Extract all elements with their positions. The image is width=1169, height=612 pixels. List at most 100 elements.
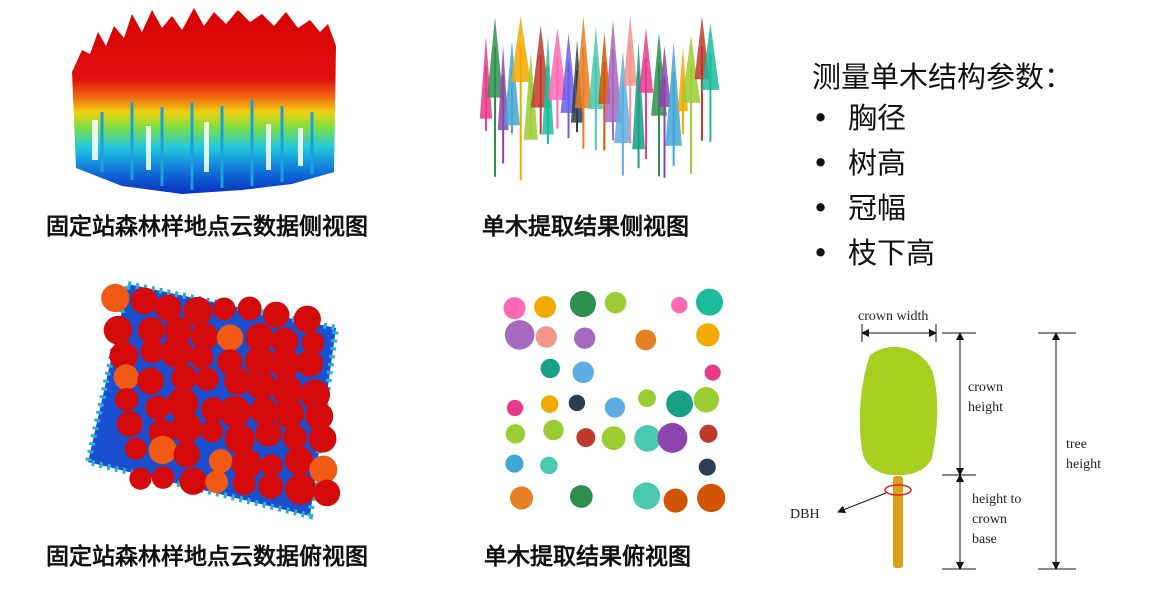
cloud-crown-blob bbox=[190, 322, 219, 351]
cloud-crown-blob bbox=[171, 412, 202, 444]
tree-height-label: height bbox=[1066, 457, 1101, 472]
cloud-crown-blob bbox=[145, 395, 171, 421]
extracted-crown-blob bbox=[704, 364, 721, 381]
cloud-crown-blob bbox=[124, 437, 147, 460]
extracted-crown-blob bbox=[569, 485, 593, 508]
cloud-crown-blob bbox=[171, 364, 198, 391]
extracted-crown-blob bbox=[604, 291, 627, 314]
tree-height-label: tree bbox=[1066, 437, 1087, 452]
cloud-crown-blob bbox=[151, 466, 175, 489]
cloud-crown-blob bbox=[200, 397, 226, 423]
tree-structure-diagram: crown width DBH crown height height to c… bbox=[790, 309, 1101, 570]
cloud-crown-blob bbox=[166, 387, 199, 419]
caption-side-view-point-cloud: 固定站森林样地点云数据侧视图 bbox=[46, 214, 368, 240]
extracted-crown-blob bbox=[638, 389, 656, 408]
extracted-tree-crown bbox=[542, 35, 554, 135]
extracted-crown-blob bbox=[604, 397, 626, 418]
extracted-tree-crown bbox=[701, 23, 720, 91]
extracted-crown-blob bbox=[534, 296, 557, 318]
params-title: 测量单木结构参数： bbox=[812, 60, 1074, 94]
extracted-crown-blob bbox=[699, 424, 718, 443]
params-list: • 胸径 • 树高 • 冠幅 • 枝下高 bbox=[812, 96, 935, 276]
extracted-crown-blob bbox=[506, 399, 524, 417]
extracted-crown-blob bbox=[510, 486, 534, 510]
cloud-crown-blob bbox=[154, 294, 182, 322]
cloud-crown-blob bbox=[237, 296, 262, 321]
extracted-crown-blob bbox=[540, 395, 559, 413]
cloud-crown-blob bbox=[249, 396, 278, 425]
cloud-crown-blob bbox=[309, 455, 338, 484]
extracted-crown-blob bbox=[572, 361, 594, 384]
caption-top-view-point-cloud: 固定站森林样地点云数据俯视图 bbox=[46, 544, 368, 570]
extracted-crown-blob bbox=[573, 327, 596, 349]
extracted-crown-blob bbox=[697, 483, 726, 513]
extracted-crown-blob bbox=[540, 358, 560, 379]
extracted-crown-blob bbox=[666, 390, 693, 418]
cloud-crown-blob bbox=[137, 367, 164, 395]
cloud-crown-blob bbox=[101, 283, 130, 313]
extracted-crown-blob bbox=[671, 296, 688, 314]
cloud-crown-blob bbox=[116, 411, 143, 438]
cloud-crown-blob bbox=[200, 419, 224, 443]
extracted-tree-crown bbox=[658, 45, 671, 107]
cloud-crown-blob bbox=[300, 379, 331, 410]
cloud-crown-blob bbox=[129, 467, 152, 490]
extracted-crown-blob bbox=[535, 326, 557, 348]
cloud-crown-blob bbox=[301, 331, 325, 355]
param-label: 枝下高 bbox=[848, 236, 936, 270]
tree-trunk bbox=[893, 476, 903, 568]
cloud-crown-blob bbox=[208, 449, 233, 473]
dbh-ring bbox=[884, 484, 912, 496]
extracted-tree-crown bbox=[632, 41, 645, 150]
cloud-crown-blob bbox=[285, 473, 317, 505]
extracted-tree-crown bbox=[604, 19, 622, 123]
cloud-crown-blob bbox=[260, 454, 283, 477]
side-view-point-cloud bbox=[72, 8, 336, 194]
cloud-crown-blob bbox=[130, 287, 158, 315]
cloud-crown-blob bbox=[179, 467, 207, 495]
cloud-crown-blob bbox=[219, 395, 251, 428]
extracted-crown-blob bbox=[543, 419, 564, 441]
cloud-crown-blob bbox=[313, 479, 341, 507]
cloud-crown-blob bbox=[109, 341, 139, 371]
extracted-crown-blob bbox=[505, 424, 526, 444]
cloud-crown-blob bbox=[212, 297, 236, 321]
extracted-tree-crown bbox=[665, 42, 682, 146]
caption-top-view-trees: 单木提取结果俯视图 bbox=[484, 544, 691, 570]
extracted-tree-crown bbox=[560, 32, 577, 113]
param-item: • 树高 bbox=[812, 146, 907, 180]
cloud-crown-blob bbox=[282, 425, 308, 450]
cloud-crown-blob bbox=[115, 388, 139, 412]
dbh-label: DBH bbox=[790, 507, 820, 522]
cloud-crown-blob bbox=[273, 397, 305, 429]
extracted-tree-crown bbox=[510, 16, 531, 83]
extracted-crown-blob bbox=[576, 428, 596, 448]
height-to-crown-base-label: crown bbox=[972, 512, 1007, 527]
extracted-tree-crown bbox=[487, 17, 503, 98]
cloud-crown-blob bbox=[216, 324, 244, 351]
extracted-crown-blob bbox=[505, 454, 524, 473]
cloud-crown-blob bbox=[231, 448, 262, 480]
crown-width-label: crown width bbox=[858, 309, 928, 324]
cloud-crown-blob bbox=[269, 347, 301, 379]
extracted-crown-blob bbox=[696, 323, 720, 347]
caption-side-view-trees: 单木提取结果侧视图 bbox=[482, 214, 689, 240]
cloud-crown-blob bbox=[103, 315, 133, 345]
extracted-tree-crown bbox=[547, 28, 568, 100]
param-label: 冠幅 bbox=[848, 191, 907, 225]
top-view-extracted-trees bbox=[503, 288, 726, 513]
extracted-crown-blob bbox=[540, 456, 558, 475]
cloud-crown-blob bbox=[308, 424, 337, 453]
extracted-crown-blob bbox=[693, 387, 720, 413]
extracted-tree-crown bbox=[614, 51, 632, 144]
cloud-crown-blob bbox=[293, 305, 321, 333]
side-view-extracted-trees bbox=[479, 14, 720, 181]
cloud-crown-blob bbox=[195, 367, 219, 391]
extracted-tree-crown bbox=[623, 14, 638, 86]
height-to-crown-base-label: height to bbox=[972, 492, 1021, 507]
crown-height-label: crown bbox=[968, 380, 1003, 395]
cloud-crown-blob bbox=[173, 441, 200, 468]
cloud-crown-blob bbox=[224, 367, 252, 395]
extracted-crown-blob bbox=[634, 425, 661, 452]
cloud-crown-blob bbox=[246, 370, 276, 400]
